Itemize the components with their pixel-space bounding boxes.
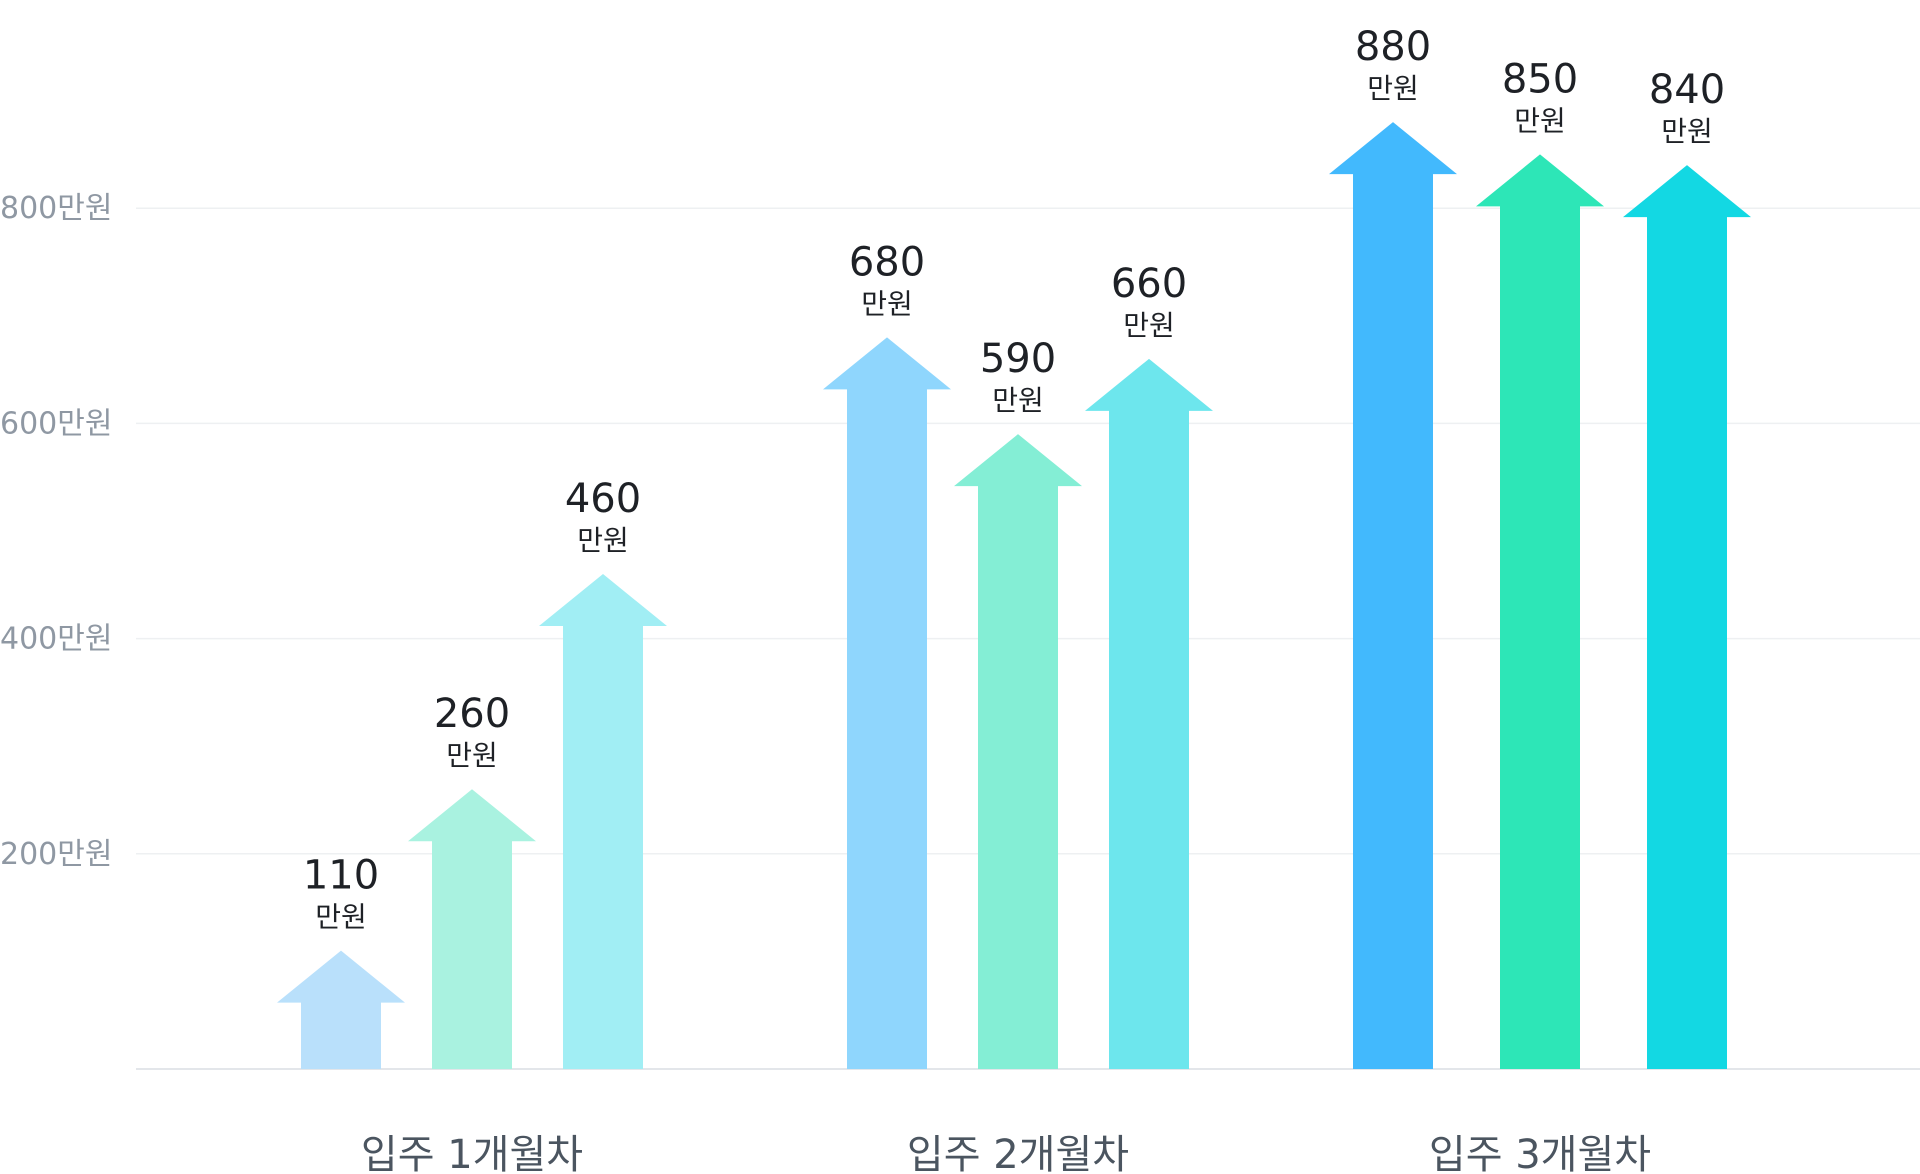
value-label: 460 (565, 476, 641, 522)
x-category-label: 입주 1개월차 (361, 1132, 583, 1174)
value-label: 680 (849, 239, 925, 285)
y-axis: 200만원 400만원 600만원 800만원 (0, 191, 112, 872)
value-label: 850 (1502, 56, 1578, 102)
bar-arrow-2-2 (954, 434, 1082, 1069)
value-unit-label: 만원 (577, 524, 629, 557)
value-label: 110 (303, 853, 379, 899)
value-label: 260 (434, 691, 510, 737)
value-unit-label: 만원 (446, 739, 498, 772)
value-label: 880 (1355, 24, 1431, 70)
value-unit-label: 만원 (992, 384, 1044, 417)
bar-arrow-2-1 (823, 337, 951, 1069)
value-unit-label: 만원 (1661, 115, 1713, 148)
bar-arrow-2-3 (1085, 358, 1213, 1070)
bar-arrow-3-2 (1476, 154, 1604, 1069)
value-unit-label: 만원 (1514, 104, 1566, 137)
value-unit-label: 만원 (1367, 72, 1419, 105)
x-axis: 입주 1개월차 입주 2개월차 입주 3개월차 (361, 1132, 1651, 1174)
value-unit-label: 만원 (315, 901, 367, 934)
bar-arrows (277, 122, 1751, 1070)
y-tick-label: 200만원 (0, 837, 112, 872)
bar-arrow-1-2 (408, 789, 536, 1069)
value-label: 590 (980, 336, 1056, 382)
y-tick-label: 600만원 (0, 406, 112, 441)
bar-arrow-3-1 (1329, 122, 1457, 1070)
value-label: 660 (1111, 261, 1187, 307)
x-category-label: 입주 3개월차 (1429, 1132, 1651, 1174)
bar-arrow-3-3 (1623, 165, 1751, 1069)
value-unit-label: 만원 (1123, 309, 1175, 342)
y-tick-label: 400만원 (0, 622, 112, 657)
bar-arrow-1-1 (277, 950, 405, 1069)
value-unit-label: 만원 (861, 287, 913, 320)
y-tick-label: 800만원 (0, 191, 112, 226)
x-category-label: 입주 2개월차 (907, 1132, 1129, 1174)
bar-arrow-1-3 (539, 574, 667, 1069)
value-label: 840 (1649, 67, 1725, 113)
